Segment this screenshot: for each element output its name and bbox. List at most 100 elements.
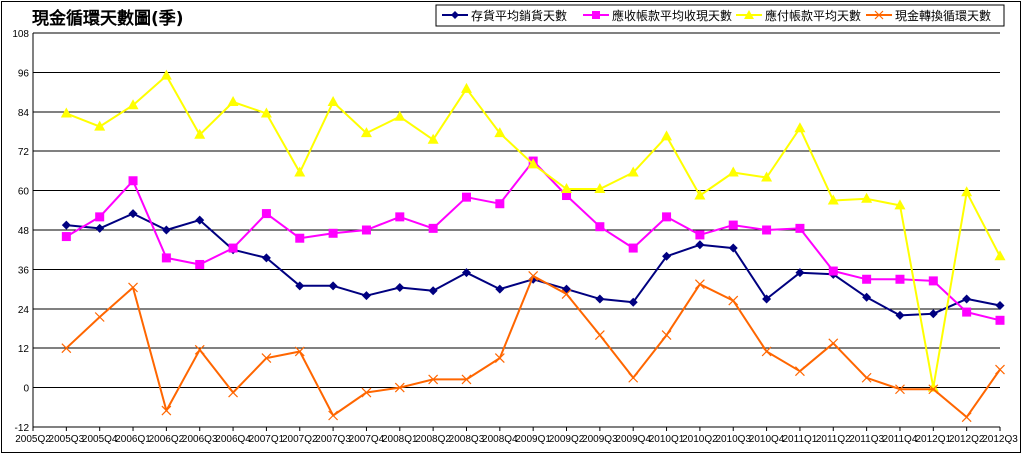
legend-square-marker [592,11,600,19]
x-tick-label: 2005Q4 [82,434,118,445]
data-point-diamond [595,294,605,304]
x-tick-label: 2007Q4 [349,434,385,445]
y-tick-label: 72 [18,147,30,158]
x-tick-label: 2010Q3 [715,434,751,445]
data-point-triangle [394,110,406,121]
x-tick-label: 2010Q4 [749,434,785,445]
data-point-triangle [527,158,539,169]
data-point-triangle [561,182,573,193]
data-point-triangle [194,128,206,139]
data-point-x [594,330,605,340]
y-tick-label: 24 [18,305,30,316]
data-point-square [695,230,705,240]
data-point-diamond [862,292,872,302]
x-tick-label: 2011Q4 [883,434,918,445]
x-tick-label: 2009Q2 [549,434,585,445]
data-point-x [728,295,739,306]
data-point-triangle [127,99,139,110]
x-tick-label: 2008Q4 [482,434,518,445]
data-point-x [94,312,105,322]
data-point-diamond [928,309,938,319]
data-point-square [962,307,972,317]
data-point-triangle [894,199,906,210]
data-point-x [628,372,639,383]
data-point-triangle [160,69,172,80]
legend-diamond-marker [451,11,459,19]
data-point-square [261,209,271,219]
data-point-diamond [328,281,338,291]
x-tick-label: 2011Q1 [783,434,818,445]
data-point-x [328,410,339,421]
data-point-square [995,315,1005,325]
data-point-triangle [494,127,506,138]
data-point-diamond [762,294,772,304]
y-tick-label: 0 [23,384,29,395]
data-point-x [261,353,272,363]
data-point-square [395,212,405,222]
data-point-diamond [461,268,471,278]
data-point-x [661,330,672,340]
data-point-square [628,243,638,253]
data-point-diamond [962,294,972,304]
data-point-diamond [662,251,672,261]
data-point-x [861,372,872,383]
data-point-triangle [327,95,339,106]
legend-item-inventory-days: 存貨平均銷貨天數 [442,8,567,23]
data-point-x [694,279,705,290]
data-point-triangle [60,107,72,118]
data-point-x [294,346,305,357]
data-point-x [928,384,939,395]
x-tick-label: 2008Q2 [415,434,451,445]
data-point-diamond [795,268,805,278]
data-point-diamond [895,310,905,320]
x-tick-label: 2012Q1 [916,434,952,445]
data-point-triangle [227,95,239,106]
data-point-square [228,243,238,253]
data-point-square [562,191,572,201]
data-point-triangle [594,182,606,193]
data-point-triangle [294,166,306,177]
x-tick-label: 2010Q2 [682,434,718,445]
data-point-triangle [861,192,873,203]
x-tick-label: 2006Q4 [215,434,251,445]
x-tick-label: 2011Q3 [849,434,884,445]
data-point-triangle [961,186,973,197]
data-point-diamond [261,253,271,263]
data-point-diamond [728,243,738,253]
data-point-x [961,412,972,423]
data-point-square [828,266,838,276]
x-tick-label: 2005Q2 [15,434,51,445]
data-point-triangle [694,189,706,200]
legend-label: 應付帳款平均天數 [765,8,861,23]
x-tick-label: 2006Q2 [149,434,185,445]
y-tick-label: -12 [15,423,30,434]
x-tick-label: 2008Q3 [449,434,485,445]
y-tick-label: 36 [18,265,30,276]
data-point-triangle [661,130,673,141]
x-tick-label: 2007Q3 [315,434,351,445]
data-point-triangle [761,171,773,182]
data-point-x [361,387,372,398]
data-point-x [61,343,72,354]
data-point-square [161,253,171,263]
x-tick-label: 2012Q2 [949,434,985,445]
data-point-x [394,382,405,393]
x-tick-label: 2011Q2 [816,434,851,445]
data-point-x [194,344,205,355]
x-tick-label: 2009Q4 [615,434,651,445]
data-point-square [328,228,338,238]
data-point-square [895,274,905,284]
data-point-x [895,384,905,395]
data-point-x [995,364,1005,375]
legend-item-receivable-days: 應收帳款平均收現天數 [583,8,732,23]
data-point-square [795,223,805,233]
data-point-diamond [128,209,138,219]
data-point-triangle [427,133,439,144]
legend-item-cash-conversion-days: 現金轉換循環天數 [866,8,991,23]
data-point-diamond [628,297,638,307]
data-point-diamond [161,225,171,235]
data-point-triangle [827,194,839,205]
data-point-x [528,271,539,281]
data-point-x [161,405,172,416]
x-tick-label: 2006Q3 [182,434,218,445]
